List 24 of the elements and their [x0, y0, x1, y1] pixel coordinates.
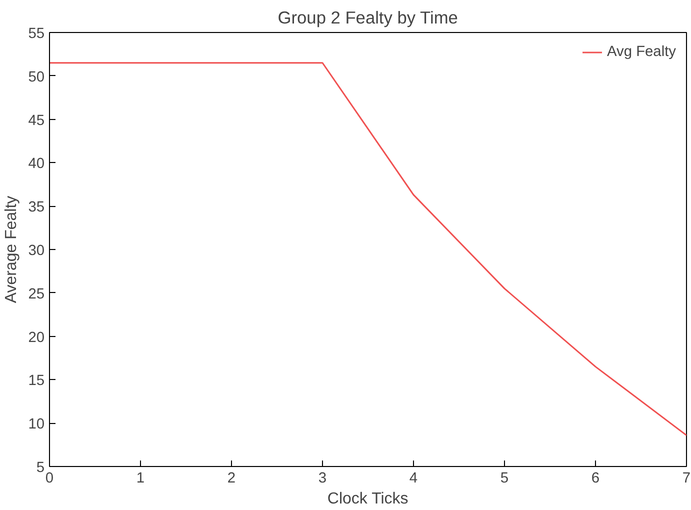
x-tick-label: 0	[45, 470, 54, 486]
x-tick-label: 6	[591, 470, 600, 486]
y-tick-label: 45	[28, 112, 45, 129]
y-tick-label: 20	[28, 330, 45, 346]
chart-title: Group 2 Fealty by Time	[278, 8, 458, 28]
x-tick-label: 1	[136, 470, 145, 486]
y-tick-label: 35	[28, 200, 45, 216]
x-tick-label: 4	[409, 470, 418, 486]
y-tick-label: 40	[28, 156, 45, 172]
y-tick-label: 30	[28, 243, 45, 259]
x-tick-label: 3	[318, 470, 327, 486]
y-axis-title: Average Fealty	[3, 196, 20, 304]
y-tick-label: 5	[36, 460, 45, 476]
x-tick-label: 5	[500, 470, 509, 486]
line-series	[50, 62, 686, 436]
legend-label: Avg Fealty	[607, 44, 676, 60]
x-tick-label: 2	[227, 470, 236, 486]
x-axis-title: Clock Ticks	[327, 490, 408, 508]
y-tick-label: 10	[28, 416, 45, 433]
y-tick-label: 55	[28, 26, 45, 42]
y-tick-label: 25	[28, 286, 45, 302]
y-tick-label: 15	[28, 373, 45, 390]
x-tick-label: 7	[682, 470, 691, 486]
y-tick-label: 50	[28, 69, 45, 86]
